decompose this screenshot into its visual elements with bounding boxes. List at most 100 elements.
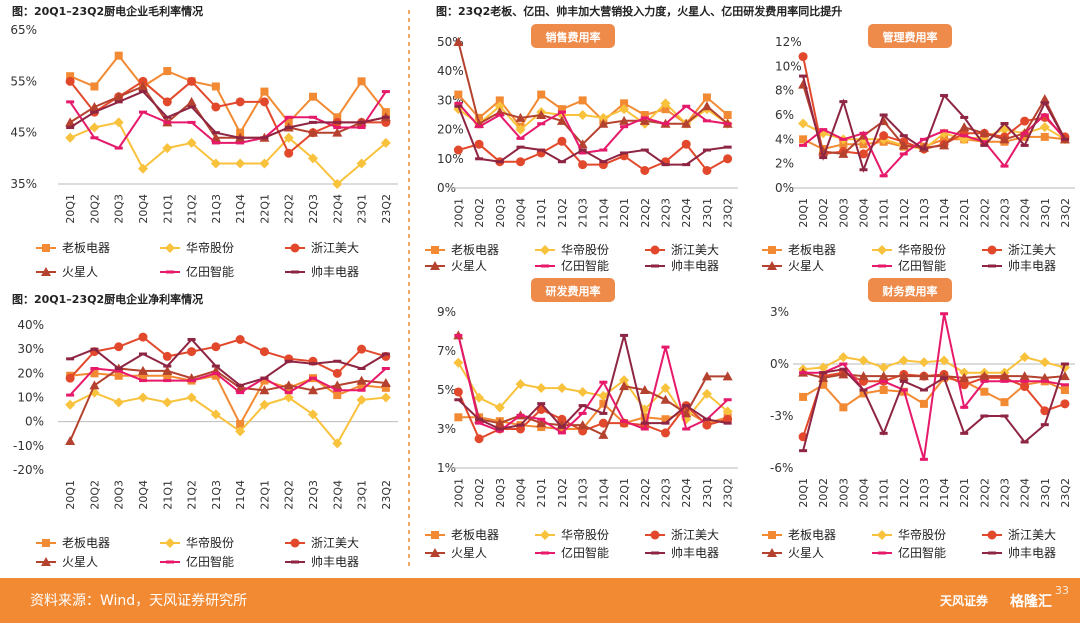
data-point: [211, 342, 221, 352]
x-tick-label: 22Q1: [958, 478, 971, 508]
data-point: [536, 110, 547, 119]
data-point: [702, 148, 711, 152]
data-point: [619, 104, 630, 115]
tf-logo: 天风证券: [940, 594, 989, 608]
data-point: [858, 371, 869, 381]
x-tick-label: 23Q1: [356, 194, 369, 224]
data-point: [557, 136, 567, 146]
data-point: [640, 413, 649, 422]
legend-label: 帅丰电器: [1008, 546, 1056, 560]
data-point: [619, 381, 630, 391]
data-point: [515, 379, 526, 390]
y-tick-label: 3%: [770, 305, 789, 319]
x-tick-label: 22Q3: [999, 198, 1012, 228]
data-point: [259, 158, 270, 169]
data-point: [681, 139, 691, 149]
y-tick-label: -3%: [770, 409, 793, 423]
data-point: [235, 158, 246, 169]
data-point: [163, 364, 172, 368]
data-point: [332, 179, 343, 189]
data-point: [114, 51, 123, 60]
data-point: [284, 126, 293, 130]
x-tick-label: 21Q3: [210, 194, 223, 224]
x-tick-label: 21Q2: [898, 198, 911, 228]
legend-marker: [431, 246, 439, 254]
data-point: [899, 388, 908, 392]
data-point: [284, 115, 293, 119]
data-point: [475, 421, 484, 425]
data-point: [515, 112, 526, 122]
data-point: [381, 115, 390, 119]
data-point: [138, 76, 148, 86]
data-point: [879, 174, 888, 178]
x-tick-label: 23Q2: [722, 198, 735, 228]
data-point: [723, 421, 732, 425]
data-point: [1019, 371, 1030, 381]
x-tick-label: 20Q3: [837, 478, 850, 508]
data-point: [557, 110, 566, 114]
data-point: [660, 98, 671, 109]
legend-label: 华帝股份: [186, 535, 234, 550]
data-point: [1060, 362, 1069, 366]
data-point: [163, 379, 172, 383]
data-point: [1000, 398, 1009, 407]
y-tick-label: 12%: [775, 35, 802, 49]
data-point: [89, 380, 100, 390]
data-point: [839, 362, 848, 366]
data-point: [516, 413, 525, 417]
y-tick-label: 1%: [437, 461, 456, 475]
series-line-6: [802, 75, 1066, 173]
data-point: [537, 417, 546, 421]
data-point: [537, 148, 546, 152]
data-point: [333, 359, 342, 363]
x-tick-label: 23Q1: [356, 480, 369, 510]
legend-marker: [987, 530, 997, 540]
data-point: [578, 148, 587, 152]
x-tick-label: 22Q3: [660, 198, 673, 228]
x-tick-label: 21Q4: [234, 194, 247, 224]
data-point: [162, 97, 172, 107]
data-point: [661, 105, 670, 114]
data-point: [381, 352, 390, 356]
data-point: [138, 332, 148, 342]
data-point: [333, 388, 342, 392]
data-point: [332, 438, 343, 449]
data-point: [819, 156, 828, 160]
x-tick-label: 22Q1: [958, 198, 971, 228]
data-point: [138, 392, 148, 403]
y-tick-label: 3%: [437, 422, 456, 436]
data-point: [283, 392, 294, 403]
data-point: [65, 132, 76, 143]
x-tick-label: 22Q3: [660, 478, 673, 508]
legend-marker: [41, 557, 51, 566]
data-point: [701, 388, 712, 399]
legend-label: 华帝股份: [561, 527, 609, 542]
data-point: [308, 127, 318, 137]
data-point: [899, 134, 908, 138]
legend-marker: [767, 261, 777, 270]
data-point: [139, 379, 147, 383]
data-point: [999, 134, 1010, 144]
data-point: [235, 97, 245, 107]
data-point: [619, 375, 630, 386]
data-point: [557, 105, 566, 114]
data-point: [65, 117, 76, 127]
legend-label: 华帝股份: [186, 240, 234, 255]
x-tick-label: 21Q1: [535, 478, 548, 508]
data-point: [65, 399, 76, 410]
data-point: [138, 81, 148, 91]
data-point: [701, 101, 712, 111]
data-point: [620, 333, 629, 337]
data-point: [235, 426, 246, 437]
y-tick-label: 5%: [437, 383, 456, 397]
legend-label: 火星人: [788, 546, 824, 560]
x-tick-label: 20Q1: [452, 198, 465, 228]
y-tick-label: 6%: [775, 108, 794, 122]
data-point: [381, 367, 390, 370]
legend-marker: [541, 264, 549, 268]
x-tick-label: 20Q2: [473, 478, 486, 508]
x-tick-label: 21Q2: [186, 194, 199, 224]
data-point: [357, 381, 366, 390]
x-tick-label: 20Q3: [494, 198, 507, 228]
data-point: [453, 357, 464, 368]
